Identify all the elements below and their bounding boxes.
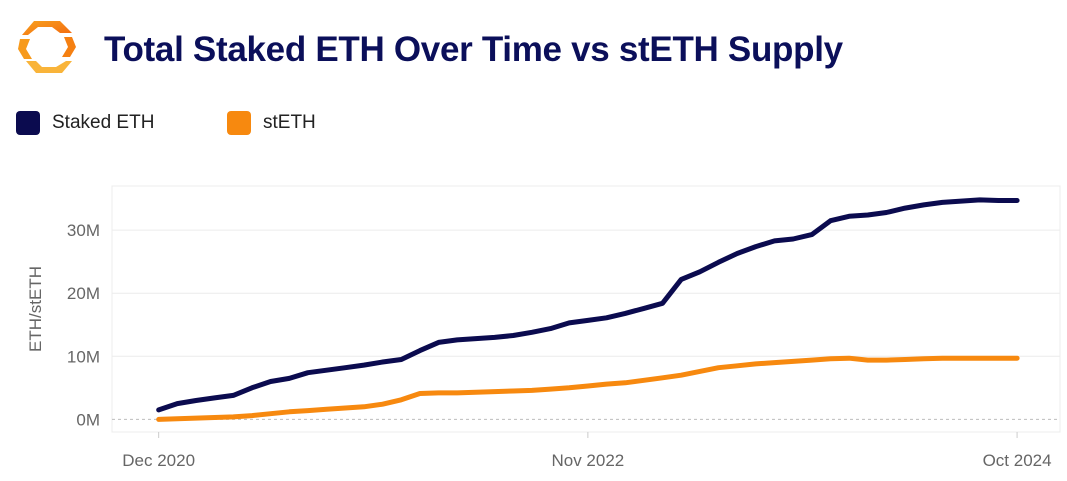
series-line-staked-eth: [156, 197, 1020, 413]
y-tick-label: 30M: [67, 221, 100, 240]
x-tick-label: Nov 2022: [551, 451, 624, 470]
legend-swatch-staked-eth: [16, 111, 40, 135]
x-tick-label: Dec 2020: [122, 451, 195, 470]
legend-label-steth: stETH: [263, 112, 316, 133]
plot-frame: [111, 185, 1061, 433]
legend-item-steth: stETH: [227, 108, 316, 138]
header: Total Staked ETH Over Time vs stETH Supp…: [0, 0, 1067, 100]
page-title: Total Staked ETH Over Time vs stETH Supp…: [104, 30, 843, 69]
y-tick-label: 20M: [67, 284, 100, 303]
x-tick-label: Oct 2024: [983, 451, 1052, 470]
legend-swatch-steth: [227, 111, 251, 135]
line-chart: 0M 10M 20M 30M Dec 2020 Nov 2022 Oct 2024 ETH/s…: [26, 185, 1061, 470]
y-axis-label: ETH/stETH: [26, 266, 45, 352]
lido-logo-icon: [14, 15, 80, 79]
legend-label-staked-eth: Staked ETH: [52, 112, 155, 133]
y-tick-label: 0M: [76, 410, 100, 429]
legend-item-staked-eth: Staked ETH: [16, 108, 154, 138]
y-tick-label: 10M: [67, 347, 100, 366]
series-line-steth: [156, 355, 1020, 422]
